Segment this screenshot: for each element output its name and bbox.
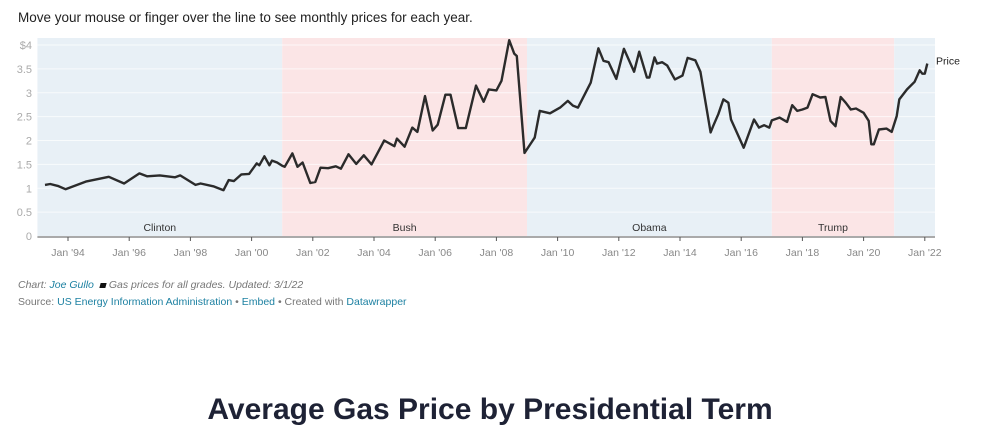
x-tick-label: Jan '04	[357, 247, 391, 259]
author-link[interactable]: Joe Gullo	[49, 279, 94, 291]
chart-credit-prefix: Chart:	[18, 279, 47, 291]
x-tick-label: Jan '14	[663, 247, 697, 259]
legend-note: Gas prices for all grades. Updated: 3/1/…	[108, 279, 304, 291]
term-band	[37, 38, 283, 236]
term-label: Trump	[818, 222, 848, 234]
y-tick-label: 1.5	[17, 159, 32, 171]
x-tick-label: Jan '20	[847, 247, 881, 259]
term-band	[527, 38, 772, 236]
x-tick-label: Jan '98	[174, 247, 208, 259]
x-tick-label: Jan '08	[480, 247, 514, 259]
chart-intro: Move your mouse or finger over the line …	[18, 10, 473, 25]
x-tick-label: Jan '02	[296, 247, 330, 259]
term-band	[771, 38, 895, 236]
x-tick-label: Jan '96	[112, 247, 146, 259]
source-prefix: Source:	[18, 296, 55, 308]
source-link[interactable]: US Energy Information Administration	[57, 296, 233, 308]
term-label: Bush	[393, 222, 417, 234]
x-tick-label: Jan '00	[235, 247, 269, 259]
price-line	[44, 39, 929, 192]
term-band	[894, 38, 935, 236]
y-tick-label: 3	[26, 88, 32, 100]
term-label: Clinton	[143, 222, 176, 234]
separator: •	[277, 296, 282, 308]
x-tick-label: Jan '06	[418, 247, 452, 259]
x-tick-label: Jan '18	[786, 247, 820, 259]
line-legend-icon	[99, 283, 107, 288]
series-label: Price	[936, 56, 960, 68]
y-tick-label: $4	[20, 40, 32, 52]
gas-price-chart[interactable]: Clinton Bush Obama Trump 0 0.5 1 1.5 2 2.5 3 3.5 $4 J…	[0, 0, 1000, 270]
chart-notes: Chart: Joe Gullo Gas prices for all grade…	[18, 277, 407, 311]
y-tick-label: 2.5	[17, 112, 32, 124]
x-tick-label: Jan '22	[908, 247, 942, 259]
datawrapper-link[interactable]: Datawrapper	[346, 296, 407, 308]
y-tick-label: 1	[26, 183, 32, 195]
term-label: Obama	[632, 222, 667, 234]
embed-link[interactable]: Embed	[241, 296, 276, 308]
x-tick-label: Jan '94	[51, 247, 85, 259]
y-tick-label: 2	[26, 136, 32, 148]
x-tick-label: Jan '12	[602, 247, 636, 259]
section-heading: Average Gas Price by Presidential Term	[207, 393, 773, 426]
y-tick-label: 3.5	[17, 64, 32, 76]
y-tick-label: 0.5	[17, 207, 32, 219]
separator: •	[235, 296, 239, 308]
x-tick-label: Jan '10	[541, 247, 575, 259]
created-with-text: Created with	[284, 296, 344, 308]
y-tick-label: 0	[26, 231, 32, 243]
term-band	[282, 38, 527, 236]
x-tick-label: Jan '16	[724, 247, 758, 259]
